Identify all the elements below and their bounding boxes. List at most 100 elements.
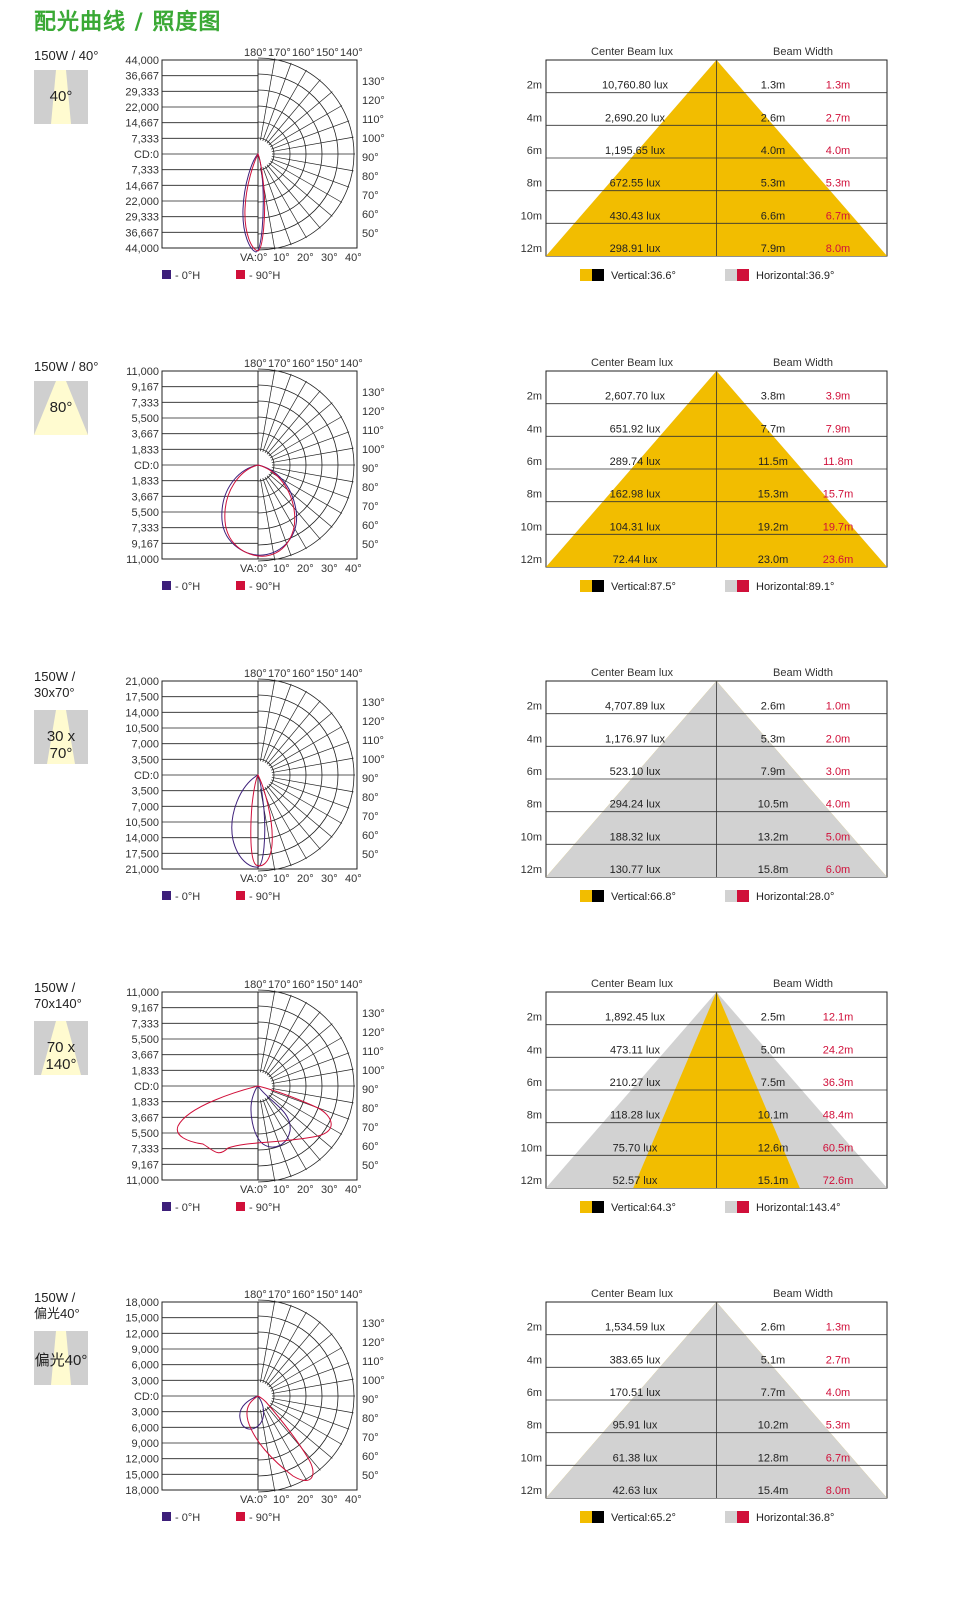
section-label: 150W / 70x140°: [34, 979, 82, 1011]
polar-spoke: [269, 105, 343, 148]
polar-bottom-tick: VA:0°: [240, 563, 267, 575]
lux-value: 473.11 lux: [610, 1044, 660, 1056]
beam-cone-icon: [41, 1020, 81, 1075]
cd-tick-label: 5,500: [131, 507, 159, 519]
polar-spoke: [269, 1402, 343, 1445]
legend-label-90h: - 90°H: [249, 1202, 280, 1214]
legend-swatch-0h: [162, 1512, 171, 1521]
beam-cone-icon: [47, 710, 75, 764]
beam-width-horizontal: 5.3m: [826, 1420, 850, 1432]
distance-label: 2m: [527, 701, 542, 713]
cd-tick-label: 44,000: [125, 55, 159, 67]
polar-spoke: [268, 783, 333, 838]
polar-spoke: [268, 162, 333, 217]
legend-swatch-90h: [236, 1512, 245, 1521]
polar-spoke: [262, 1098, 292, 1177]
beam-width-horizontal: 1.0m: [826, 701, 850, 713]
polar-bottom-tick: 40°: [345, 1494, 362, 1506]
lux-value: 75.70 lux: [613, 1142, 658, 1154]
cd-tick-label: 17,500: [125, 848, 159, 860]
cd-tick-label: 10,500: [125, 817, 159, 829]
polar-top-tick: 160°: [292, 668, 315, 680]
beam-width-horizontal: 6.7m: [826, 210, 850, 222]
polar-top-tick: 160°: [292, 1289, 315, 1301]
legend-label-0h: - 0°H: [175, 891, 200, 903]
cd-tick-label: 22,000: [125, 196, 159, 208]
polar-spoke: [268, 1404, 333, 1459]
beam-width-horizontal: 15.7m: [823, 488, 854, 500]
legend-label-90h: - 90°H: [249, 891, 280, 903]
polar-top-tick: 170°: [268, 1289, 291, 1301]
illuminance-chart: Center Beam lux Beam Width 2m 1,534.59 lux 2…: [521, 1288, 888, 1524]
polar-spoke: [260, 1300, 276, 1383]
polar-spoke: [266, 785, 321, 850]
cd-tick-label: 1,833: [131, 475, 159, 487]
cd-tick-label: 6,000: [131, 1422, 159, 1434]
beam-width-vertical: 11.5m: [758, 456, 788, 468]
polar-spoke: [271, 1089, 350, 1120]
beam-width-vertical: 10.5m: [758, 799, 789, 811]
beam-width-horizontal: 8.0m: [826, 243, 850, 255]
polar-spoke: [268, 712, 333, 767]
polar-right-tick: 80°: [362, 171, 379, 183]
distance-label: 12m: [521, 864, 542, 876]
polar-spoke: [262, 683, 292, 762]
polar-right-tick: 130°: [362, 387, 385, 399]
cd-tick-label: 9,167: [131, 1159, 159, 1171]
polar-spoke: [271, 1378, 354, 1394]
polar-spoke: [271, 1051, 350, 1082]
legend-vertical-angle: Vertical:36.6°: [611, 270, 676, 282]
polar-top-tick: 180°: [244, 668, 267, 680]
cd-tick-label: 1,833: [131, 444, 159, 456]
cd-tick-label: 22,000: [125, 102, 159, 114]
polar-spoke: [269, 415, 343, 458]
polar-bottom-tick: VA:0°: [240, 873, 267, 885]
polar-lobes: [221, 463, 298, 557]
polar-top-tick: 160°: [292, 47, 315, 59]
polar-bottom-tick: 30°: [321, 873, 338, 885]
polar-spoke: [271, 158, 350, 188]
section-label: 150W / 偏光40°: [34, 1290, 80, 1321]
lux-value: 52.57 lux: [613, 1175, 658, 1187]
section-label: 150W / 80°: [34, 358, 99, 374]
polar-right-tick: 100°: [362, 133, 385, 145]
polar-spoke: [264, 476, 307, 549]
polar-right-tick: 70°: [362, 1432, 379, 1444]
polar-candela-chart: 11,000 9,167 7,333 5,500 3,667 1,833 CD:0 1,833…: [126, 979, 385, 1214]
polar-right-tick: 130°: [362, 1008, 385, 1020]
polar-top-tick: 170°: [268, 979, 291, 991]
polar-top-tick: 140°: [340, 1289, 363, 1301]
lux-value: 95.91 lux: [613, 1420, 658, 1432]
distance-label: 6m: [527, 456, 542, 468]
legend-swatch-horizontal-red: [737, 269, 749, 281]
cd-tick-label: 1,833: [131, 1096, 159, 1108]
legend-swatch-vertical-black: [592, 890, 604, 902]
section-label: 150W / 30x70°: [34, 669, 76, 700]
polar-spoke: [269, 726, 343, 769]
lux-value: 523.10 lux: [610, 766, 661, 778]
polar-bottom-tick: 40°: [345, 563, 362, 575]
polar-right-tick: 110°: [362, 114, 384, 126]
beam-width-horizontal: 1.3m: [826, 80, 850, 92]
polar-top-tick: 140°: [340, 47, 363, 59]
beam-width-vertical: 4.0m: [761, 145, 785, 157]
polar-spoke: [271, 1362, 350, 1392]
beam-width-horizontal: 2.0m: [826, 733, 850, 745]
polar-right-tick: 80°: [362, 792, 379, 804]
cd-tick-label: 11,000: [126, 554, 159, 566]
polar-right-tick: 130°: [362, 697, 385, 709]
polar-lobes: [239, 1395, 314, 1481]
polar-right-tick: 50°: [362, 539, 379, 551]
illuminance-chart: Center Beam lux Beam Width 2m 4,707.89 lux 2…: [521, 667, 888, 903]
beam-width-horizontal: 5.3m: [826, 178, 850, 190]
beam-width-horizontal: 60.5m: [823, 1142, 854, 1154]
beam-width-vertical: 3.8m: [761, 390, 785, 402]
legend-horizontal-angle: Horizontal:28.0°: [756, 891, 834, 903]
legend-label-90h: - 90°H: [249, 1512, 280, 1524]
polar-bottom-tick: 30°: [321, 1494, 338, 1506]
distance-label: 8m: [527, 488, 542, 500]
distance-label: 4m: [527, 1044, 542, 1056]
polar-top-tick: 150°: [316, 358, 339, 370]
legend-horizontal-angle: Horizontal:36.9°: [756, 270, 834, 282]
beam-thumbnail: 偏光40°: [34, 1331, 88, 1385]
